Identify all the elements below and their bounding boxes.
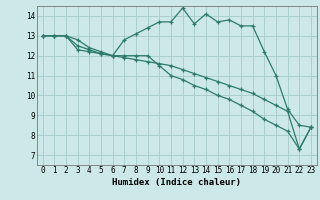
X-axis label: Humidex (Indice chaleur): Humidex (Indice chaleur) <box>112 178 241 187</box>
